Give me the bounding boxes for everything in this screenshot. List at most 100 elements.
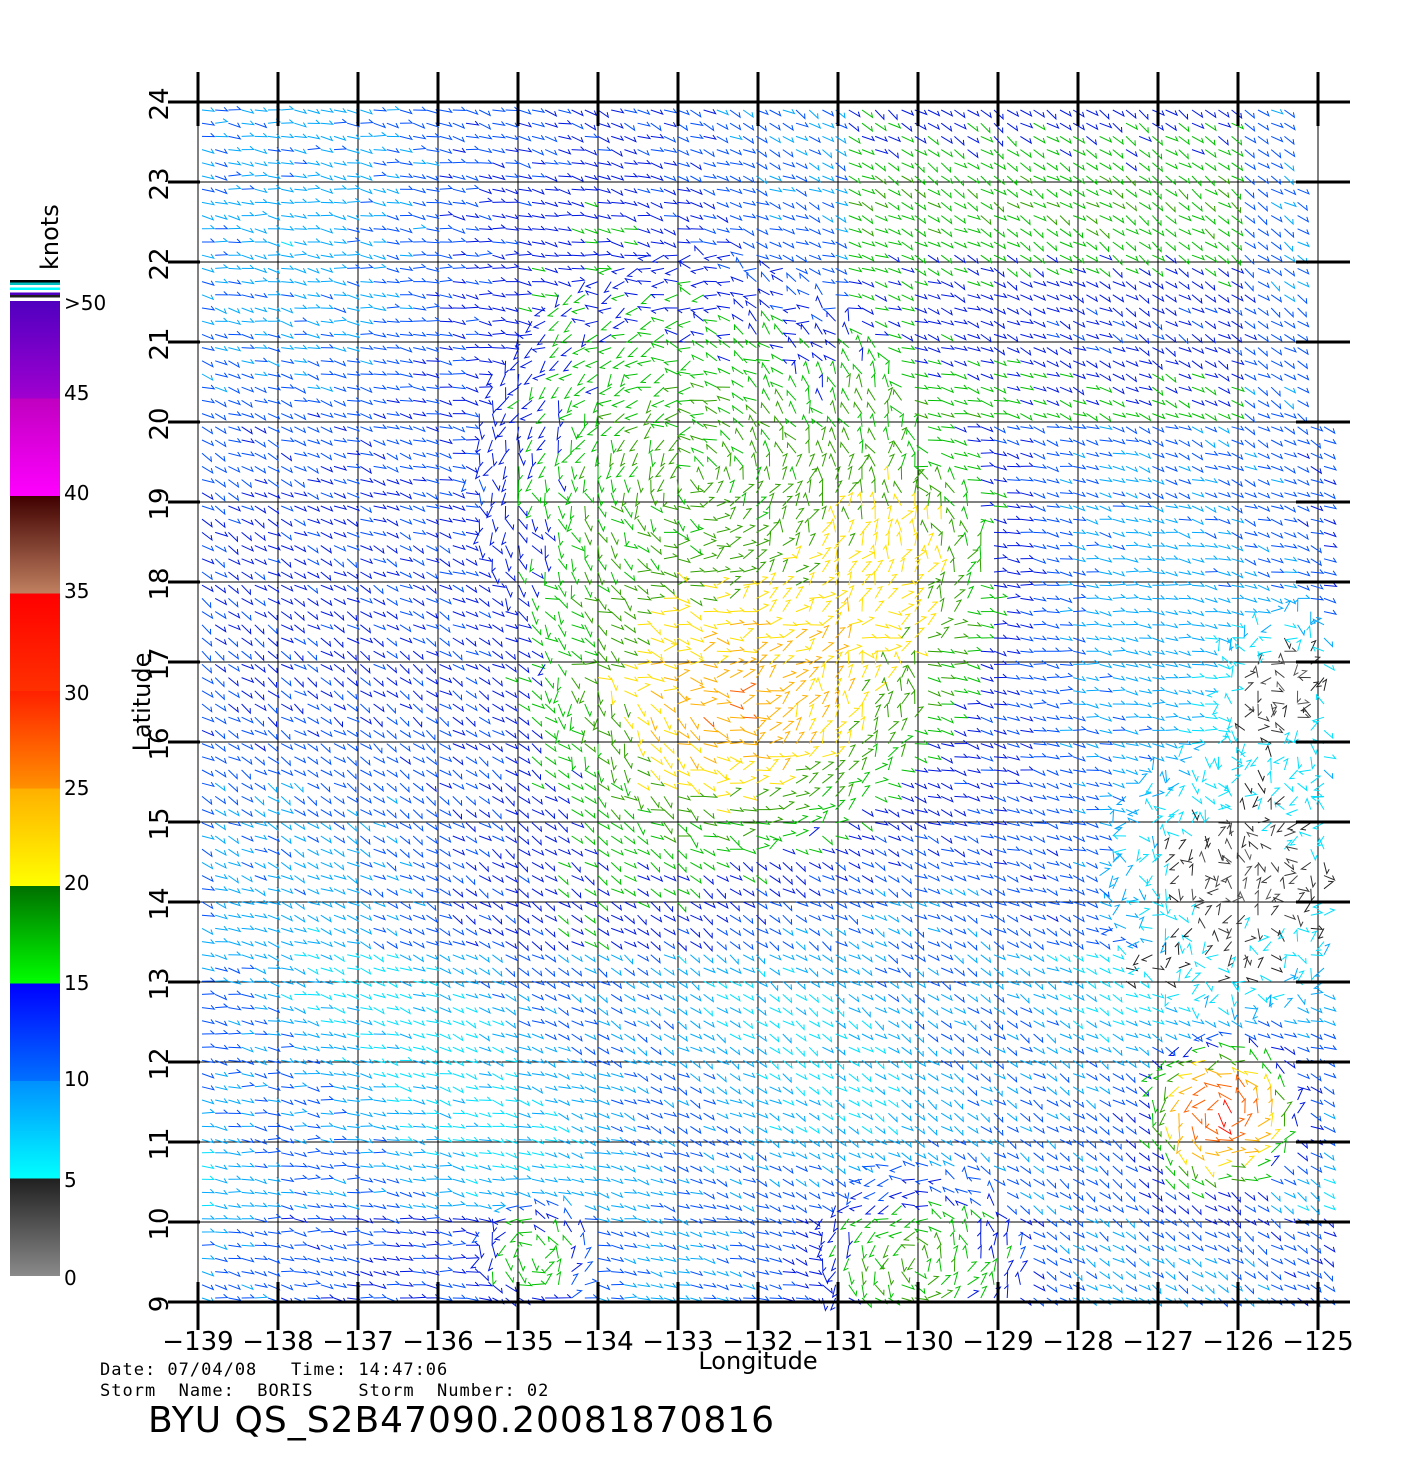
wind-vector xyxy=(1198,811,1206,824)
wind-vector xyxy=(465,611,479,618)
wind-vector xyxy=(993,980,1004,991)
wind-vector xyxy=(967,1189,981,1195)
wind-vector xyxy=(650,781,666,787)
wind-vector xyxy=(1059,1139,1073,1146)
wind-vector xyxy=(835,1191,848,1200)
wind-vector xyxy=(465,729,478,738)
wind-vector xyxy=(307,1134,322,1141)
wind-vector xyxy=(729,1020,741,1029)
wind-vector xyxy=(1020,994,1030,1005)
wind-vector xyxy=(1152,637,1165,644)
wind-vector xyxy=(624,1139,637,1147)
wind-vector xyxy=(307,729,320,738)
wind-vector xyxy=(1112,1231,1125,1238)
wind-vector xyxy=(808,655,823,665)
wind-vector xyxy=(228,571,239,581)
wind-vector xyxy=(676,1086,688,1097)
wind-vector xyxy=(1228,822,1234,836)
wind-vector xyxy=(637,1243,651,1249)
wind-vector xyxy=(1310,743,1318,756)
wind-vector xyxy=(888,721,900,731)
wind-vector xyxy=(927,601,939,612)
wind-vector xyxy=(967,663,981,670)
wind-vector xyxy=(637,901,651,909)
wind-vector xyxy=(597,1112,610,1119)
wind-vector xyxy=(637,967,649,977)
wind-vector xyxy=(281,940,294,947)
wind-vector xyxy=(742,1271,756,1278)
wind-vector xyxy=(624,1243,638,1249)
wind-vector xyxy=(1073,820,1087,826)
wind-vector xyxy=(1072,1086,1085,1095)
wind-vector xyxy=(861,1112,874,1121)
wind-vector xyxy=(756,1203,770,1209)
wind-vector xyxy=(1152,965,1165,971)
wind-vector xyxy=(1152,595,1166,600)
wind-vector xyxy=(1178,1033,1192,1039)
wind-vector xyxy=(241,637,253,647)
wind-vector xyxy=(782,707,795,718)
wind-vector xyxy=(1235,1073,1246,1088)
wind-vector xyxy=(228,1296,242,1302)
wind-vector xyxy=(465,927,478,936)
wind-vector xyxy=(1007,635,1021,641)
wind-vector xyxy=(900,1178,915,1184)
wind-vector xyxy=(769,586,779,599)
wind-vector xyxy=(756,1191,769,1199)
wind-vector xyxy=(1020,648,1034,654)
wind-vector xyxy=(597,1230,612,1236)
wind-vector xyxy=(478,941,491,949)
wind-vector xyxy=(452,1123,466,1129)
wind-vector xyxy=(412,650,424,661)
wind-vector xyxy=(941,741,955,748)
wind-vector xyxy=(637,941,650,950)
wind-vector xyxy=(1112,726,1127,731)
wind-vector xyxy=(914,1190,929,1196)
wind-vector xyxy=(610,967,622,977)
wind-vector xyxy=(201,598,212,609)
wind-vector xyxy=(1244,1271,1257,1280)
wind-vector xyxy=(888,809,900,818)
wind-vector xyxy=(1193,901,1206,909)
wind-vector xyxy=(914,873,929,879)
wind-vector xyxy=(1033,1218,1045,1228)
wind-vector xyxy=(883,702,889,718)
wind-vector xyxy=(333,848,345,858)
wind-vector xyxy=(1218,716,1231,723)
wind-vector xyxy=(1191,795,1203,805)
wind-vector xyxy=(1244,848,1252,861)
wind-vector xyxy=(413,1176,427,1182)
wind-vector xyxy=(597,1020,611,1027)
wind-vector xyxy=(1178,620,1193,626)
wind-vector xyxy=(1139,688,1153,694)
wind-vector xyxy=(663,606,679,613)
wind-vector xyxy=(769,633,785,639)
wind-vector xyxy=(821,809,829,823)
wind-vector xyxy=(1138,1218,1150,1228)
wind-vector xyxy=(505,1123,519,1129)
wind-vector xyxy=(1073,742,1087,749)
wind-vector xyxy=(320,769,333,777)
wind-vector xyxy=(888,848,900,858)
wind-vector xyxy=(822,875,836,881)
wind-vector xyxy=(360,980,372,988)
wind-vector xyxy=(1245,1079,1259,1088)
wind-vector xyxy=(1152,1152,1165,1161)
wind-vector xyxy=(1165,636,1179,642)
wind-vector xyxy=(1125,1020,1138,1027)
wind-vector xyxy=(650,941,661,952)
wind-vector xyxy=(1310,875,1316,889)
wind-vector xyxy=(870,543,876,559)
wind-vector xyxy=(241,1257,255,1263)
wind-vector xyxy=(254,558,268,566)
wind-vector xyxy=(1033,1165,1045,1175)
wind-vector xyxy=(1046,822,1059,830)
wind-vector xyxy=(1152,569,1166,575)
wind-vector xyxy=(689,809,699,823)
wind-vector xyxy=(980,756,994,762)
wind-vector xyxy=(861,888,875,896)
wind-vector xyxy=(980,1152,990,1163)
wind-vector xyxy=(333,729,347,736)
wind-vector xyxy=(320,1174,335,1180)
wind-vector xyxy=(294,861,307,869)
